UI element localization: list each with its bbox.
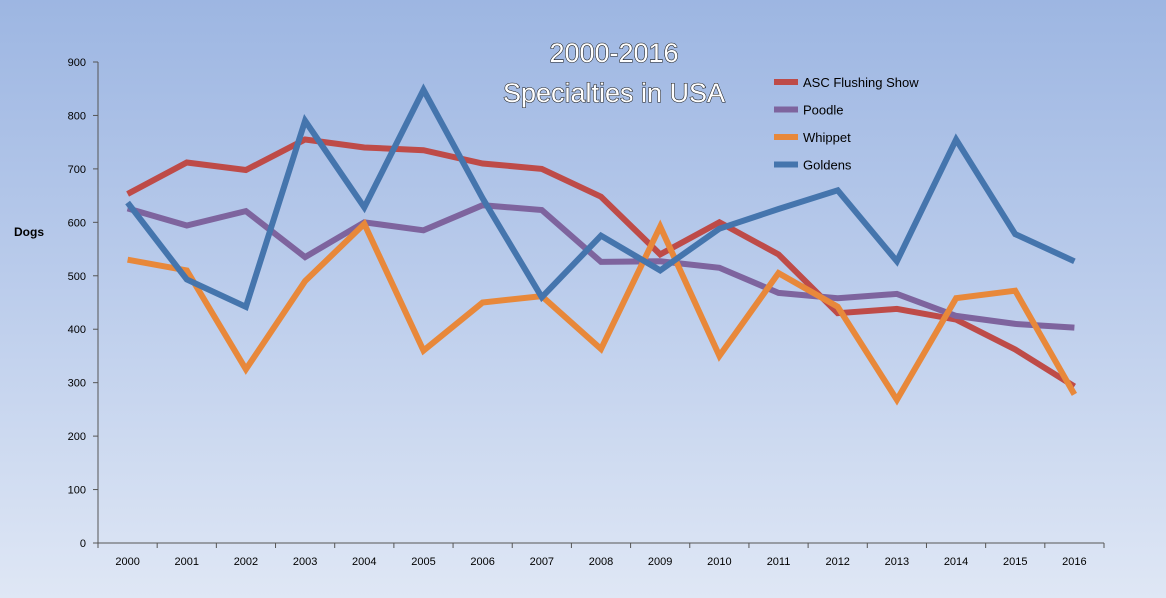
x-tick-label: 2006 bbox=[470, 556, 494, 568]
series-line-poodle bbox=[126, 202, 1075, 331]
x-tick-label: 2003 bbox=[293, 556, 317, 568]
legend-label: Poodle bbox=[803, 103, 843, 118]
x-tick-label: 2009 bbox=[648, 556, 672, 568]
x-tick-label: 2007 bbox=[530, 556, 554, 568]
y-tick-label: 700 bbox=[68, 164, 86, 176]
y-axis-label: Dogs bbox=[14, 225, 44, 239]
x-tick-label: 2014 bbox=[944, 556, 968, 568]
x-tick-label: 2002 bbox=[234, 556, 258, 568]
series-line-whippet bbox=[127, 218, 1078, 406]
x-tick-label: 2013 bbox=[885, 556, 909, 568]
legend-label: Whippet bbox=[803, 130, 851, 145]
y-tick-label: 600 bbox=[68, 217, 86, 229]
legend-label: ASC Flushing Show bbox=[803, 75, 919, 90]
y-tick-label: 0 bbox=[80, 538, 86, 550]
y-tick-label: 200 bbox=[68, 431, 86, 443]
chart-title: 2000-2016 Specialties in USA bbox=[502, 37, 725, 108]
x-tick-label: 2000 bbox=[115, 556, 139, 568]
y-tick-label: 500 bbox=[68, 271, 86, 283]
x-tick-label: 2012 bbox=[825, 556, 849, 568]
chart-title-line-1: 2000-2016 bbox=[549, 38, 678, 68]
x-tick-label: 2008 bbox=[589, 556, 613, 568]
legend-label: Goldens bbox=[803, 158, 852, 173]
y-tick-label: 300 bbox=[68, 378, 86, 390]
y-tick-label: 800 bbox=[68, 110, 86, 122]
x-axis: 2000 2001 2002 2003 2004 2005 2006 2007 2008 2009… bbox=[97, 543, 1105, 568]
x-tick-label: 2005 bbox=[411, 556, 435, 568]
y-tick-label: 400 bbox=[68, 324, 86, 336]
y-tick-label: 900 bbox=[68, 57, 86, 69]
x-tick-label: 2001 bbox=[175, 556, 199, 568]
axes bbox=[97, 62, 1104, 544]
legend: ASC Flushing Show Poodle Whippet Goldens bbox=[774, 75, 919, 173]
series-line-goldens bbox=[125, 83, 1076, 311]
y-axis: 0 100 200 300 400 500 600 700 800 900 bbox=[68, 57, 98, 550]
y-tick-label: 100 bbox=[68, 485, 86, 497]
chart-title-line-2: Specialties in USA bbox=[503, 78, 725, 108]
x-tick-label: 2016 bbox=[1062, 556, 1086, 568]
x-tick-label: 2015 bbox=[1003, 556, 1027, 568]
x-tick-label: 2010 bbox=[707, 556, 731, 568]
x-tick-label: 2004 bbox=[352, 556, 376, 568]
x-tick-label: 2011 bbox=[767, 556, 791, 568]
plot-area bbox=[125, 83, 1078, 406]
series-line-asc-flushing-show bbox=[126, 136, 1076, 389]
